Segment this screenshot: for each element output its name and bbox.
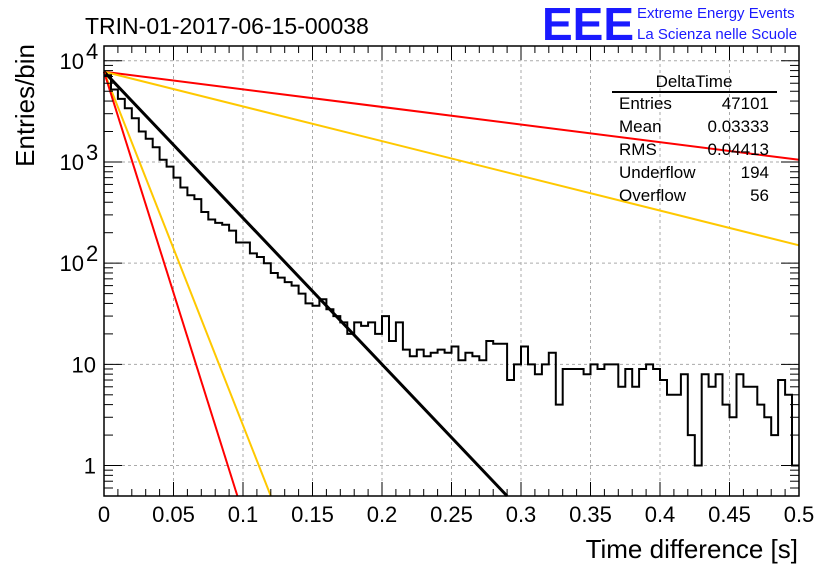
- stats-label: Underflow: [619, 163, 696, 182]
- y-tick-base: 1: [84, 454, 96, 479]
- fit-curve-5: [103, 71, 239, 497]
- x-tick-label: 0.1: [228, 502, 259, 527]
- stats-label: RMS: [619, 140, 657, 159]
- x-tick-label: 0.2: [367, 502, 398, 527]
- x-tick-label: 0.3: [506, 502, 537, 527]
- x-tick-label: 0.05: [152, 502, 195, 527]
- stats-value: 194: [741, 163, 769, 182]
- x-tick-label: 0: [98, 502, 110, 527]
- y-tick-label: 10 2: [60, 241, 99, 276]
- y-tick-label: 1: [84, 454, 96, 479]
- stats-title: DeltaTime: [656, 72, 733, 91]
- stats-value: 47101: [722, 94, 769, 113]
- histogram-steps: [104, 74, 799, 467]
- y-tick-base: 10: [60, 49, 84, 74]
- stats-label: Entries: [619, 94, 672, 113]
- y-tick-label: 10 4: [60, 39, 99, 74]
- stats-value: 0.03333: [708, 117, 769, 136]
- y-tick-label: 10: [72, 352, 96, 377]
- logo-mark: EEE: [542, 0, 634, 50]
- fit-curve-3: [102, 70, 509, 498]
- y-axis-label: Entries/bin: [10, 44, 40, 167]
- fit-curve-4: [103, 71, 272, 497]
- histogram-series: [104, 74, 799, 467]
- stats-value: 56: [750, 186, 769, 205]
- y-tick-base: 10: [60, 251, 84, 276]
- fit-curve-2: [103, 70, 800, 247]
- y-tick-exponent: 2: [86, 241, 98, 266]
- y-tick-exponent: 3: [86, 140, 98, 165]
- stats-label: Overflow: [619, 186, 687, 205]
- grid-lines: [104, 46, 799, 496]
- x-axis-label: Time difference [s]: [586, 534, 798, 564]
- y-tick-label: 10 3: [60, 140, 99, 175]
- stats-box: DeltaTime Entries 47101 Mean 0.03333 RMS 0.044…: [612, 72, 777, 205]
- stats-value: 0.04413: [708, 140, 769, 159]
- x-tick-label: 0.35: [569, 502, 612, 527]
- y-tick-base: 10: [60, 150, 84, 175]
- axes: [103, 45, 800, 497]
- fit-curve-1: [103, 70, 800, 161]
- logo-line-2: La Scienza nelle Scuole: [637, 26, 797, 43]
- x-tick-label: 0.25: [430, 502, 473, 527]
- y-tick-exponent: 4: [86, 39, 98, 64]
- stats-label: Mean: [619, 117, 662, 136]
- chart-title: TRIN-01-2017-06-15-00038: [85, 13, 369, 39]
- eee-logo: EEE Extreme Energy Events La Scienza nel…: [542, 0, 797, 50]
- fit-curves: [102, 70, 800, 498]
- x-tick-labels: 0 0.05 0.1 0.15 0.2 0.25 0.3 0.35 0.4 0.45 0.5: [98, 502, 814, 527]
- x-tick-label: 0.45: [708, 502, 751, 527]
- logo-line-1: Extreme Energy Events: [637, 5, 795, 22]
- y-tick-base: 10: [72, 352, 96, 377]
- x-tick-label: 0.4: [645, 502, 676, 527]
- x-tick-label: 0.15: [291, 502, 334, 527]
- x-tick-label: 0.5: [784, 502, 815, 527]
